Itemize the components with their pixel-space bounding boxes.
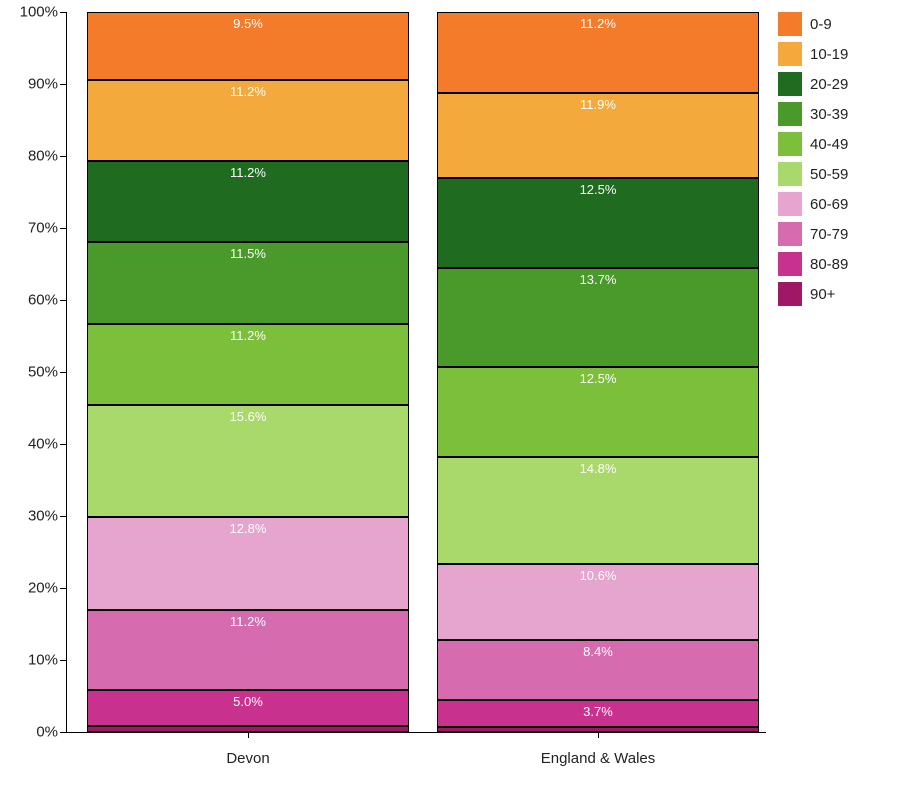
bar-segment-label: 11.9% (580, 97, 616, 112)
legend-item: 50-59 (778, 162, 848, 186)
y-tick-label: 0% (36, 724, 58, 741)
bar-segment: 11.2% (437, 12, 759, 93)
bar-segment-label: 13.7% (580, 272, 617, 287)
x-tick-mark (248, 732, 249, 738)
x-tick-label: Devon (226, 750, 269, 767)
legend-label: 80-89 (810, 256, 848, 273)
y-axis: 0%10%20%30%40%50%60%70%80%90%100% (0, 12, 66, 732)
bar-segment: 11.5% (87, 242, 409, 325)
bar-segment: 12.5% (437, 178, 759, 268)
legend-label: 20-29 (810, 76, 848, 93)
y-tick-label: 90% (28, 76, 58, 93)
bar-segment-label: 10.6% (580, 568, 617, 583)
legend-label: 50-59 (810, 166, 848, 183)
bar-column: 9.5% 11.2% 11.2% 11.5% 11.2% 15.6% 12.8% 11.2% 5… (87, 12, 409, 732)
legend-item: 80-89 (778, 252, 848, 276)
bar-segment-label: 3.7% (583, 704, 613, 719)
y-tick-label: 30% (28, 508, 58, 525)
bar-segment: 11.2% (87, 610, 409, 691)
bar-segment: 14.8% (437, 457, 759, 564)
y-tick-label: 60% (28, 292, 58, 309)
y-tick-label: 80% (28, 148, 58, 165)
legend-label: 70-79 (810, 226, 848, 243)
legend-item: 70-79 (778, 222, 848, 246)
bar-segment: 11.2% (87, 324, 409, 405)
legend-item: 60-69 (778, 192, 848, 216)
bar-segment-label: 9.5% (233, 16, 263, 31)
bar-segment: 8.4% (437, 640, 759, 700)
bar-segment-label: 11.2% (230, 84, 266, 99)
bar-segment-label: 14.8% (580, 461, 617, 476)
bar-column: 11.2% 11.9% 12.5% 13.7% 12.5% 14.8% 10.6% 8.4% 3… (437, 12, 759, 732)
legend-item: 90+ (778, 282, 848, 306)
bar-segment: 11.9% (437, 93, 759, 179)
legend: 0-9 10-19 20-29 30-39 40-49 50-59 60-69 70-79 80… (778, 12, 848, 312)
legend-swatch (778, 72, 802, 96)
bar-segment: 11.2% (87, 161, 409, 242)
y-tick-label: 70% (28, 220, 58, 237)
legend-label: 40-49 (810, 136, 848, 153)
bar-segment-label: 11.2% (230, 328, 266, 343)
legend-swatch (778, 132, 802, 156)
legend-item: 10-19 (778, 42, 848, 66)
legend-item: 0-9 (778, 12, 848, 36)
y-tick-label: 50% (28, 364, 58, 381)
legend-item: 30-39 (778, 102, 848, 126)
legend-swatch (778, 42, 802, 66)
x-tick-label: England & Wales (541, 750, 656, 767)
legend-item: 40-49 (778, 132, 848, 156)
legend-label: 10-19 (810, 46, 848, 63)
bar-segment-label: 12.5% (580, 182, 617, 197)
legend-swatch (778, 102, 802, 126)
bar-segment: 10.6% (437, 564, 759, 640)
x-tick-mark (598, 732, 599, 738)
bar-segment-label: 11.2% (580, 16, 616, 31)
bar-segment: 13.7% (437, 268, 759, 367)
legend-label: 0-9 (810, 16, 832, 33)
legend-label: 30-39 (810, 106, 848, 123)
bar-segment: 3.7% (437, 700, 759, 727)
plot-area: 9.5% 11.2% 11.2% 11.5% 11.2% 15.6% 12.8% 11.2% 5… (66, 12, 766, 732)
bar-segment: 9.5% (87, 12, 409, 80)
bar-segment: 11.2% (87, 80, 409, 161)
stacked-bar-chart: 0% 10% 20% 30% 40% 50% 60% 70% 80% 90% 100% 9.5% 11… (0, 0, 900, 790)
bar-segment-label: 12.5% (580, 371, 617, 386)
bar-segment-label: 11.2% (230, 614, 266, 629)
legend-swatch (778, 222, 802, 246)
bar-segment: 12.8% (87, 517, 409, 609)
bar-segment-label: 5.0% (233, 694, 263, 709)
bar-segment-label: 15.6% (230, 409, 267, 424)
y-tick-label: 40% (28, 436, 58, 453)
x-axis: Devon England & Wales (66, 732, 766, 782)
y-tick-label: 10% (28, 652, 58, 669)
bar-segment-label: 11.2% (230, 165, 266, 180)
bar-segment-label: 8.4% (583, 644, 613, 659)
bar-segment: 12.5% (437, 367, 759, 457)
legend-swatch (778, 192, 802, 216)
legend-label: 60-69 (810, 196, 848, 213)
legend-swatch (778, 162, 802, 186)
legend-label: 90+ (810, 286, 835, 303)
bar-segment-label: 12.8% (230, 521, 267, 536)
bar-segment: 15.6% (87, 405, 409, 517)
y-tick-label: 20% (28, 580, 58, 597)
legend-swatch (778, 252, 802, 276)
bar-segment-label: 11.5% (230, 246, 266, 261)
bar-segment: 5.0% (87, 690, 409, 726)
legend-swatch (778, 282, 802, 306)
legend-swatch (778, 12, 802, 36)
y-tick-label: 100% (20, 4, 58, 21)
legend-item: 20-29 (778, 72, 848, 96)
